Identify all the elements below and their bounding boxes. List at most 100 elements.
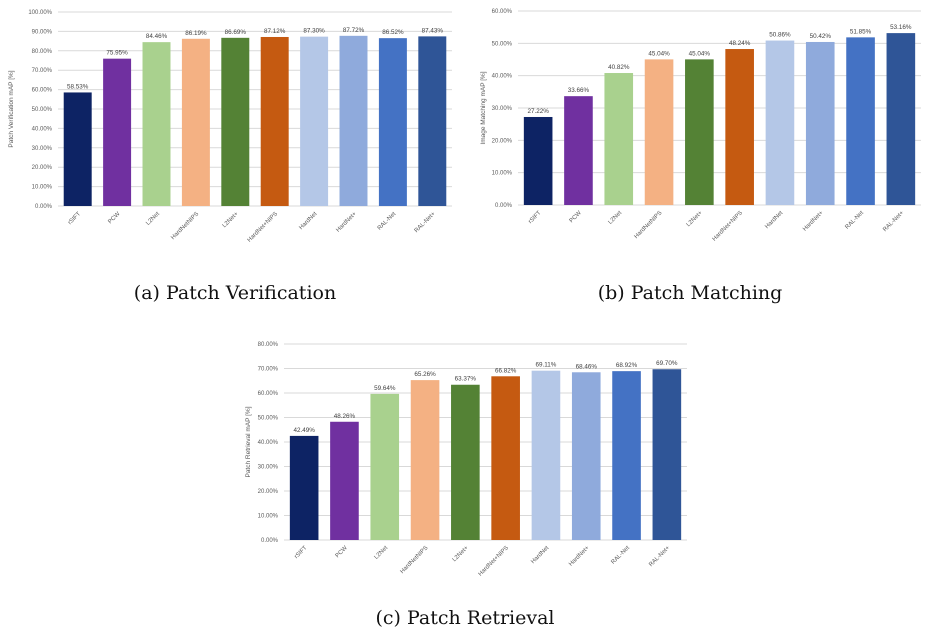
data-label: 75.95% bbox=[106, 50, 128, 57]
y-tick-label: 30.00% bbox=[492, 106, 513, 112]
chart-svg-retrieval: 0.00% 10.00% 20.00% 30.00% 40.00% 50.00% 60.00… bbox=[245, 342, 687, 578]
y-tick-label: 20.00% bbox=[32, 165, 53, 171]
data-label: 65.26% bbox=[414, 371, 436, 378]
x-tick-label: L2Net bbox=[608, 210, 624, 226]
x-tick-label: HardNet bbox=[530, 545, 550, 565]
y-tick-label: 50.00% bbox=[32, 107, 53, 113]
y-tick-label: 0.00% bbox=[495, 203, 513, 209]
bar-rsift bbox=[289, 435, 319, 540]
chart-patch-matching: 0.00% 10.00% 20.00% 30.00% 40.00% 50.00% 60.00… bbox=[455, 0, 930, 243]
data-label: 27.22% bbox=[527, 108, 549, 115]
data-label: 87.72% bbox=[343, 27, 365, 34]
data-label: 51.85% bbox=[850, 28, 872, 35]
y-tick-label: 80.00% bbox=[32, 49, 53, 55]
x-tick-label: PCW bbox=[107, 211, 121, 225]
data-label: 33.66% bbox=[568, 87, 590, 94]
x-tick-label: HardNet bbox=[764, 210, 784, 230]
x-tick-label: HardNetNIPS bbox=[170, 211, 200, 241]
data-label: 86.52% bbox=[382, 29, 404, 36]
x-tick-label: HardNet+ bbox=[335, 211, 358, 234]
caption-b: (b) Patch Matching bbox=[597, 282, 783, 304]
x-tick-label: rSIFT bbox=[294, 545, 309, 560]
bar-ral-net bbox=[846, 37, 875, 205]
bar-l2net- bbox=[451, 384, 480, 540]
data-label: 87.12% bbox=[264, 28, 286, 35]
data-label: 68.46% bbox=[576, 363, 598, 370]
bar-hardnet bbox=[300, 36, 329, 206]
y-tick-label: 70.00% bbox=[32, 68, 53, 74]
y-tick-label: 70.00% bbox=[258, 367, 279, 373]
data-label: 48.24% bbox=[729, 40, 751, 47]
data-label: 50.86% bbox=[769, 32, 791, 39]
bar-hardnetnips bbox=[644, 59, 674, 205]
bar-l2net- bbox=[221, 37, 250, 207]
bar-ral-net- bbox=[886, 33, 916, 206]
bar-l2net bbox=[142, 42, 171, 206]
x-tick-label: HardNet+ bbox=[802, 210, 825, 233]
bar-ral-net bbox=[612, 371, 641, 540]
x-tick-label: HardNet+NIPS bbox=[478, 545, 510, 577]
bar-hardnetnips bbox=[181, 38, 210, 207]
data-label: 69.70% bbox=[656, 360, 678, 367]
x-tick-label: RAL-Net+ bbox=[414, 211, 437, 234]
y-tick-label: 10.00% bbox=[258, 514, 279, 520]
y-axis-label: Image Matching mAP [%] bbox=[480, 71, 487, 144]
data-label: 45.04% bbox=[648, 50, 670, 57]
y-tick-label: 60.00% bbox=[492, 9, 513, 15]
bar-hardnet-nips bbox=[260, 36, 289, 207]
bar-hardnet bbox=[531, 370, 561, 540]
bar-l2net- bbox=[685, 59, 714, 205]
caption-a: (a) Patch Verification bbox=[133, 282, 337, 304]
bar-hardnetnips bbox=[410, 380, 440, 540]
y-tick-label: 10.00% bbox=[492, 171, 513, 177]
data-label: 53.16% bbox=[890, 24, 912, 31]
data-label: 69.11% bbox=[536, 362, 557, 369]
data-label: 59.64% bbox=[374, 385, 396, 392]
x-tick-label: L2Net+ bbox=[686, 210, 704, 228]
x-tick-label: HardNet bbox=[298, 211, 318, 231]
data-label: 87.30% bbox=[303, 28, 325, 35]
y-tick-label: 40.00% bbox=[32, 126, 53, 132]
data-label: 48.26% bbox=[334, 413, 356, 420]
y-tick-label: 50.00% bbox=[258, 416, 279, 422]
bar-pcw bbox=[330, 421, 359, 540]
bar-pcw bbox=[103, 58, 132, 207]
bar-rsift bbox=[63, 92, 92, 206]
data-label: 58.53% bbox=[67, 83, 89, 90]
bar-ral-net- bbox=[652, 369, 682, 540]
x-tick-label: RAL-Net bbox=[844, 210, 865, 231]
y-tick-label: 100.00% bbox=[28, 10, 52, 16]
data-label: 66.82% bbox=[495, 367, 517, 374]
y-tick-label: 0.00% bbox=[35, 204, 53, 210]
bar-hardnet- bbox=[571, 372, 601, 540]
bar-ral-net bbox=[378, 38, 407, 206]
y-axis-label: Patch Retrieval mAP [%] bbox=[245, 406, 252, 477]
y-tick-label: 20.00% bbox=[492, 138, 513, 144]
bar-l2net bbox=[370, 393, 400, 540]
bar-ral-net- bbox=[418, 36, 447, 206]
y-axis-label: Patch Verification mAP [%] bbox=[8, 70, 15, 147]
bar-hardnet bbox=[765, 40, 795, 205]
y-tick-label: 50.00% bbox=[492, 41, 513, 47]
x-tick-label: PCW bbox=[335, 545, 349, 559]
data-label: 87.43% bbox=[422, 27, 444, 34]
x-tick-label: RAL-Net+ bbox=[648, 545, 671, 568]
bar-l2net bbox=[604, 73, 634, 205]
y-tick-label: 0.00% bbox=[261, 538, 279, 544]
bar-rsift bbox=[523, 116, 553, 205]
caption-c: (c) Patch Retrieval bbox=[375, 607, 555, 629]
chart-svg-matching: 0.00% 10.00% 20.00% 30.00% 40.00% 50.00% 60.00… bbox=[480, 9, 921, 243]
y-tick-label: 90.00% bbox=[32, 29, 53, 35]
y-tick-label: 80.00% bbox=[258, 342, 279, 348]
x-tick-label: RAL-Net bbox=[610, 545, 631, 566]
data-label: 84.46% bbox=[146, 33, 168, 40]
y-tick-label: 30.00% bbox=[32, 146, 53, 152]
y-tick-label: 30.00% bbox=[258, 465, 279, 471]
bar-hardnet-nips bbox=[491, 376, 520, 540]
x-tick-label: L2Net+ bbox=[222, 211, 240, 229]
x-tick-label: rSIFT bbox=[67, 211, 82, 226]
x-tick-label: HardNetNIPS bbox=[400, 545, 430, 575]
x-tick-label: HardNetNIPS bbox=[634, 210, 664, 240]
bar-hardnet- bbox=[339, 35, 368, 207]
data-label: 42.49% bbox=[293, 427, 315, 434]
